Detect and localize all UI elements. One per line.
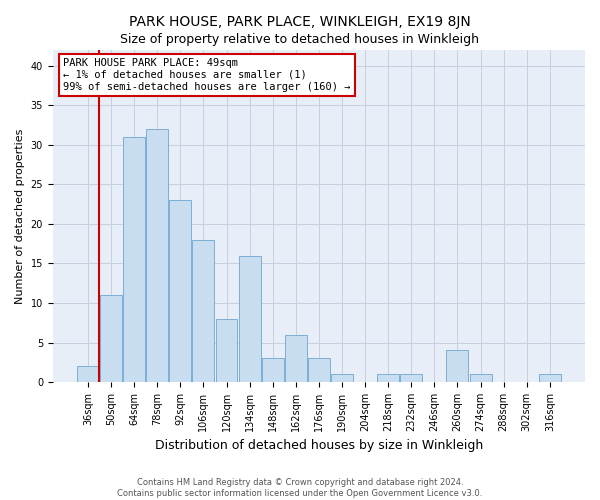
Bar [123,137,145,382]
Bar [285,334,307,382]
Bar [193,240,214,382]
Text: PARK HOUSE, PARK PLACE, WINKLEIGH, EX19 8JN: PARK HOUSE, PARK PLACE, WINKLEIGH, EX19 … [129,15,471,29]
X-axis label: Distribution of detached houses by size in Winkleigh: Distribution of detached houses by size … [155,440,483,452]
Text: Contains HM Land Registry data © Crown copyright and database right 2024.
Contai: Contains HM Land Registry data © Crown c… [118,478,482,498]
Y-axis label: Number of detached properties: Number of detached properties [15,128,25,304]
Bar [77,366,99,382]
Bar [169,200,191,382]
Bar [100,295,122,382]
Bar [215,319,238,382]
Bar [239,256,260,382]
Text: PARK HOUSE PARK PLACE: 49sqm
← 1% of detached houses are smaller (1)
99% of semi: PARK HOUSE PARK PLACE: 49sqm ← 1% of det… [64,58,351,92]
Bar [470,374,491,382]
Bar [539,374,561,382]
Bar [446,350,469,382]
Bar [377,374,399,382]
Bar [331,374,353,382]
Bar [308,358,330,382]
Bar [146,129,168,382]
Bar [262,358,284,382]
Text: Size of property relative to detached houses in Winkleigh: Size of property relative to detached ho… [121,32,479,46]
Bar [400,374,422,382]
